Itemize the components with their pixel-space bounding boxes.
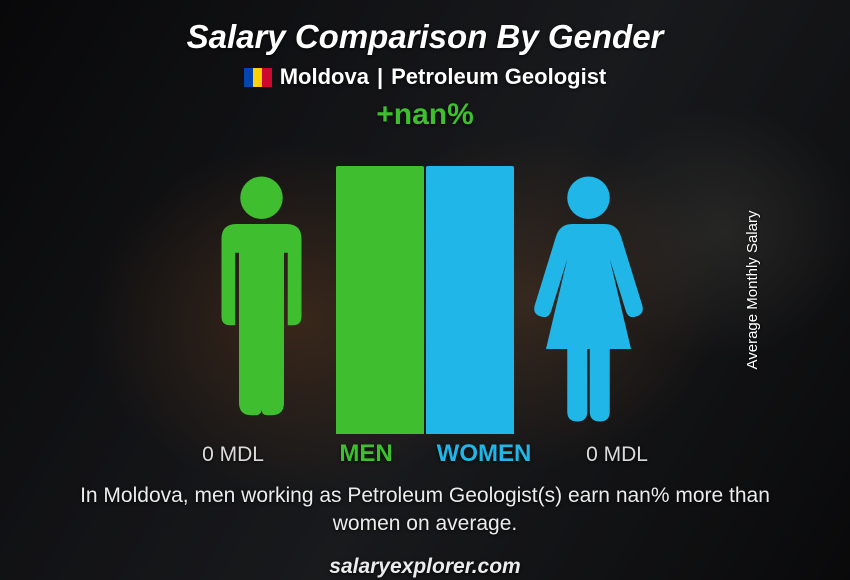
description-text: In Moldova, men working as Petroleum Geo…	[55, 482, 795, 539]
gender-bar-chart	[105, 134, 745, 434]
source-label: salaryexplorer.com	[329, 555, 520, 579]
subtitle: Moldova | Petroleum Geologist	[244, 64, 607, 90]
man-icon-wrap	[199, 174, 324, 434]
women-category-label: WOMEN	[434, 440, 534, 468]
y-axis-label: Average Monthly Salary	[744, 211, 761, 370]
men-side	[199, 166, 424, 434]
woman-icon-wrap	[526, 174, 651, 434]
women-value-label: 0 MDL	[552, 443, 682, 467]
man-icon	[199, 174, 324, 434]
difference-label: +nan%	[376, 98, 474, 132]
men-bar	[336, 166, 424, 434]
labels-row: 0 MDL MEN WOMEN 0 MDL	[105, 440, 745, 468]
infographic-container: Salary Comparison By Gender Moldova | Pe…	[0, 0, 850, 580]
women-bar	[426, 166, 514, 434]
moldova-flag-icon	[244, 68, 272, 87]
subtitle-country: Moldova	[280, 64, 369, 90]
women-side	[426, 166, 651, 434]
subtitle-sep: |	[377, 64, 383, 90]
men-value-label: 0 MDL	[168, 443, 298, 467]
men-category-label: MEN	[316, 440, 416, 468]
subtitle-job: Petroleum Geologist	[391, 64, 606, 90]
woman-icon	[526, 174, 651, 434]
title: Salary Comparison By Gender	[187, 18, 664, 56]
